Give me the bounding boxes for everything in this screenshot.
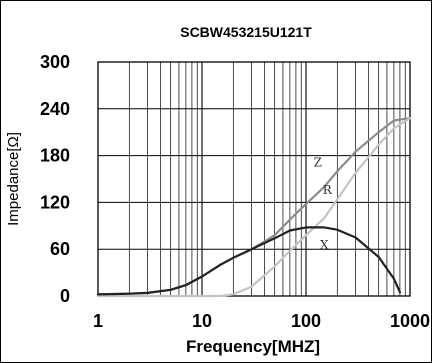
- plot-area: [97, 61, 411, 297]
- series-labels: ZR X: [314, 156, 333, 253]
- x-tick-label: 100: [291, 311, 321, 331]
- x-axis-label: Frequency[MHZ]: [186, 337, 320, 356]
- series-r-label: R: [323, 183, 333, 197]
- y-tick-label: 60: [50, 239, 70, 259]
- x-tick-label: 10: [192, 311, 212, 331]
- x-tick-labels: 1 10 100 1000: [93, 311, 430, 331]
- chart-title: SCBW453215U121T: [180, 24, 312, 40]
- y-tick-labels: 0 60 120 180 240 300: [40, 52, 70, 306]
- grid: [98, 62, 410, 296]
- series-group: [96, 117, 412, 298]
- x-tick-label: 1000: [390, 311, 430, 331]
- series-x-line: [96, 226, 401, 296]
- y-tick-label: 120: [40, 192, 70, 212]
- x-tick-label: 1: [93, 311, 103, 331]
- series-z-label: Z: [314, 156, 322, 170]
- y-tick-label: 0: [60, 286, 70, 306]
- y-tick-label: 300: [40, 52, 70, 72]
- y-axis-label: Impedance[Ω]: [5, 132, 22, 226]
- series-x-label: X: [320, 238, 329, 252]
- y-tick-label: 180: [40, 146, 70, 166]
- series-z-line: [96, 117, 412, 296]
- y-tick-label: 240: [40, 99, 70, 119]
- series-r-line: [96, 117, 412, 298]
